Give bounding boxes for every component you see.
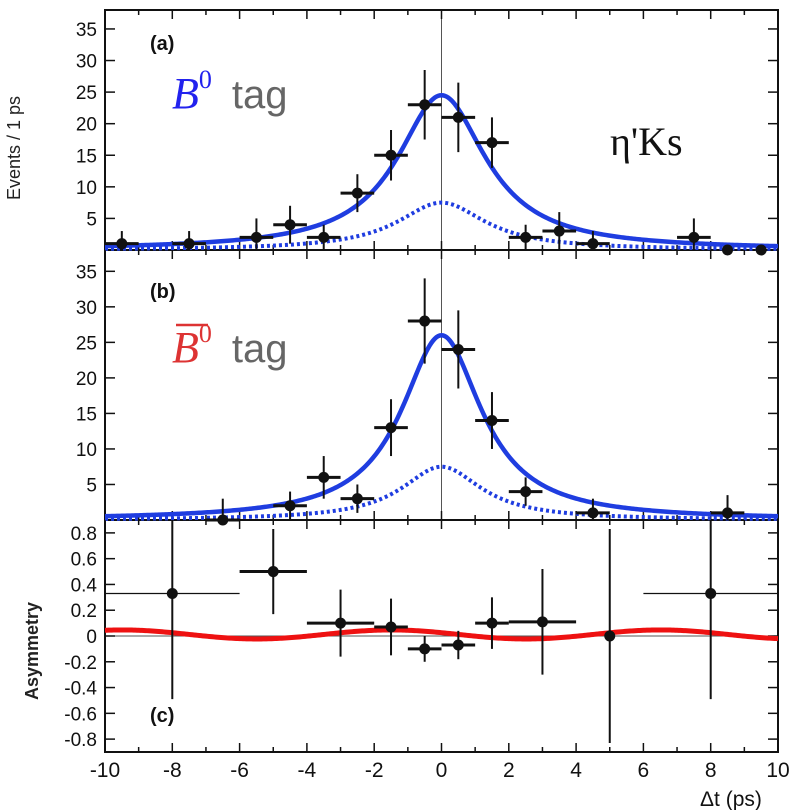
panel-a-tag-text: tag (232, 73, 288, 117)
panel-a-label: (a) (150, 33, 174, 55)
data-point (385, 422, 397, 434)
panel-a-tag-symbol: B (172, 69, 199, 118)
y-tick-label: 5 (86, 475, 97, 496)
y-tick-label: 15 (76, 404, 97, 425)
x-tick-label: 6 (638, 759, 650, 782)
data-point (553, 225, 565, 237)
y-tick-label: 0.2 (71, 601, 97, 622)
x-tick-label: -8 (163, 759, 182, 782)
y-tick-label: 5 (86, 209, 97, 230)
panel-b: 5 10 15 20 25 30 35 (76, 250, 779, 526)
data-point (351, 187, 363, 199)
panel-b-tag: B0 tag (172, 319, 288, 372)
data-point (183, 238, 195, 250)
data-point (217, 514, 229, 526)
y-tick-label: 35 (76, 20, 97, 41)
data-point (318, 471, 330, 483)
data-point (604, 630, 616, 642)
y-tick-label: -0.2 (64, 653, 97, 674)
y-tick-label: 0.4 (71, 575, 98, 596)
x-tick-label: -2 (365, 759, 384, 782)
asymmetry-fit-curve (104, 627, 779, 642)
data-point (385, 621, 397, 633)
data-point (419, 99, 431, 111)
data-point (486, 137, 498, 149)
x-tick-label: 0 (436, 759, 448, 782)
data-point (284, 500, 296, 512)
y-tick-label: 30 (76, 298, 97, 319)
y-tick-label: 15 (76, 146, 97, 167)
data-point (351, 493, 363, 505)
data-point (284, 219, 296, 231)
y-tick-label: 30 (76, 52, 97, 73)
panel-a-tag: B0 tag (172, 65, 288, 118)
data-point (452, 111, 464, 123)
data-point (452, 343, 464, 355)
panel-b-tag-symbol: B (172, 323, 199, 372)
data-point (318, 231, 330, 243)
total-fit-curve (104, 332, 779, 519)
y-tick-label: 10 (76, 440, 97, 461)
data-point (267, 566, 279, 578)
total-fit-curve (104, 93, 779, 249)
x-tick-label: -4 (298, 759, 317, 782)
decay-mode-annotation: η'Ks (610, 119, 683, 164)
data-point (335, 617, 347, 629)
panel-c: 0.8 0.6 0.4 0.2 0 -0.2 -0.4 -0.6 -0.8 -10 -8 -6 -4 -2… (64, 520, 790, 782)
data-point (520, 231, 532, 243)
y-tick-label: 20 (76, 369, 97, 390)
data-point (385, 149, 397, 161)
y-tick-label: -0.4 (64, 679, 97, 700)
data-point (688, 231, 700, 243)
y-tick-label: 35 (76, 262, 97, 283)
data-point (705, 587, 717, 599)
panel-c-y-axis-label: Asymmetry (22, 602, 42, 700)
x-tick-label: 8 (705, 759, 717, 782)
panel-a: 5 10 15 20 25 30 35 (76, 10, 779, 256)
panel-b-label: (b) (150, 281, 176, 303)
data-point (486, 415, 498, 427)
y-tick-label: 0.6 (71, 550, 97, 571)
x-axis-label: Δt (ps) (700, 788, 762, 810)
data-point (536, 616, 548, 628)
y-tick-label: 25 (76, 333, 97, 354)
data-point (116, 238, 128, 250)
data-point (520, 486, 532, 498)
x-tick-label: 2 (503, 759, 515, 782)
panel-a-tag-superscript: 0 (199, 65, 212, 94)
x-tick-label: 4 (570, 759, 582, 782)
background-fit-curve (104, 200, 779, 251)
data-point (722, 507, 734, 519)
panel-c-label: (c) (150, 705, 174, 727)
background-fit-curve (104, 464, 779, 521)
y-tick-label: 0.8 (71, 524, 97, 545)
data-point (486, 617, 498, 629)
y-tick-label: -0.6 (64, 704, 97, 725)
y-tick-label: -0.8 (64, 730, 97, 751)
data-point (587, 238, 599, 250)
y-tick-label: 0 (86, 627, 97, 648)
data-point (419, 315, 431, 327)
y-tick-label: 25 (76, 83, 97, 104)
panel-a-y-axis-label: Events / 1 ps (4, 96, 24, 200)
panel-b-tag-superscript: 0 (199, 319, 212, 348)
x-tick-label: -10 (90, 759, 120, 782)
data-point (419, 643, 431, 655)
x-tick-label: 10 (766, 759, 789, 782)
data-point (587, 507, 599, 519)
data-point (166, 587, 178, 599)
y-tick-label: 10 (76, 178, 97, 199)
x-tick-label: -6 (230, 759, 249, 782)
panel-b-tag-text: tag (232, 327, 288, 371)
data-point (452, 639, 464, 651)
y-tick-label: 20 (76, 115, 97, 136)
data-point (755, 244, 767, 256)
data-point (722, 244, 734, 256)
data-point (250, 231, 262, 243)
